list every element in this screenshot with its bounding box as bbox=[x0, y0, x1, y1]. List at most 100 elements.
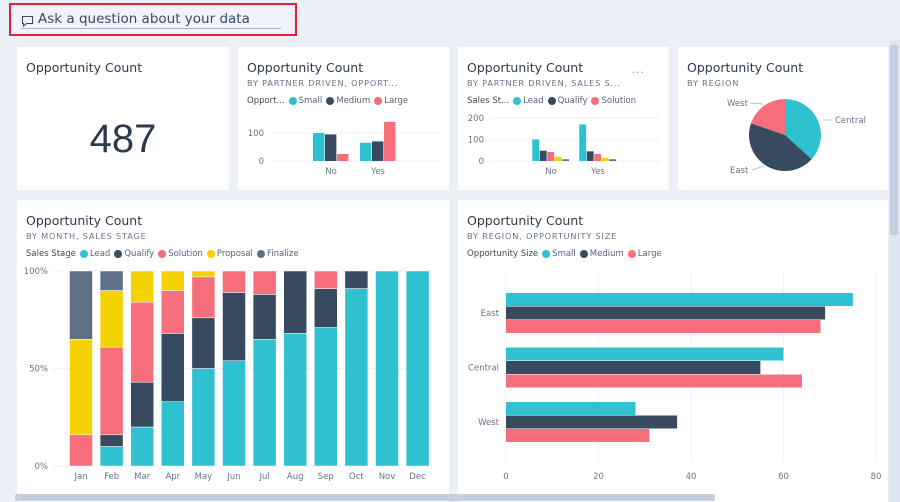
bar-solution-mar bbox=[130, 301, 154, 383]
y-tick-label: East bbox=[481, 309, 500, 319]
x-tick-label: Mar bbox=[134, 472, 151, 482]
bar-qualify-aug bbox=[283, 270, 307, 334]
x-tick-label: Aug bbox=[287, 472, 304, 482]
tile-title: Opportunity Count bbox=[467, 60, 584, 75]
bar-lead-dec bbox=[405, 270, 430, 467]
legend-item-solution[interactable]: Solution bbox=[158, 249, 203, 259]
bar-lead-may bbox=[191, 368, 216, 467]
bar-solution-yes bbox=[594, 153, 602, 161]
legend-item-qualify[interactable]: Qualify bbox=[114, 249, 154, 259]
legend-title: Opportunity Size bbox=[467, 249, 539, 259]
legend-item-medium[interactable]: Medium bbox=[579, 249, 624, 259]
pie-label-west: West bbox=[727, 99, 749, 109]
kpi-value: 487 bbox=[89, 117, 157, 161]
x-tick-label: Sep bbox=[318, 472, 334, 482]
tile-region-pie[interactable]: Opportunity Count BY REGION Central East W… bbox=[678, 47, 888, 190]
tile-title: Opportunity Count bbox=[467, 213, 584, 228]
x-tick-label: 0 bbox=[503, 472, 508, 482]
bar-proposal-jan bbox=[69, 339, 93, 436]
legend-item-proposal[interactable]: Proposal bbox=[206, 249, 253, 259]
legend-swatch bbox=[326, 97, 335, 105]
qa-search-box[interactable]: Ask a question about your data bbox=[9, 3, 297, 36]
legend: Opport... Small Medium Large bbox=[247, 96, 408, 106]
x-tick-label: No bbox=[325, 167, 337, 177]
legend-label: Medium bbox=[336, 96, 371, 106]
legend-item-medium[interactable]: Medium bbox=[326, 96, 370, 106]
x-tick-label: 20 bbox=[593, 472, 604, 482]
tile-title: Opportunity Count bbox=[26, 60, 143, 75]
legend-item-solution[interactable]: Solution bbox=[591, 96, 636, 106]
bar-medium-no bbox=[325, 134, 337, 161]
bar-small-no bbox=[313, 133, 325, 161]
leader-line bbox=[751, 165, 765, 171]
bar-qualify-mar bbox=[130, 381, 154, 428]
legend-item-large[interactable]: Large bbox=[374, 96, 408, 106]
y-tick-label: 100 bbox=[468, 136, 484, 146]
legend-item-qualify[interactable]: Qualify bbox=[547, 96, 587, 106]
legend: Opportunity Size Small Medium Large bbox=[467, 249, 662, 259]
vertical-scrollbar-track[interactable] bbox=[889, 40, 900, 502]
x-tick-label: Feb bbox=[104, 472, 119, 482]
legend-swatch bbox=[579, 250, 588, 258]
legend-label: Solution bbox=[601, 96, 637, 106]
tile-subtitle: BY REGION, OPPORTUNITY SIZE bbox=[467, 231, 618, 241]
legend-item-small[interactable]: Small bbox=[542, 249, 576, 259]
tile-kpi[interactable]: Opportunity Count 487 bbox=[17, 47, 229, 190]
bar-solution-jul bbox=[252, 270, 277, 295]
bar-lead-no bbox=[532, 139, 540, 161]
tile-partner-stage[interactable]: Opportunity Count ... BY PARTNER DRIVEN,… bbox=[458, 47, 669, 190]
legend-item-lead[interactable]: Lead bbox=[79, 249, 110, 259]
bar-medium-west bbox=[506, 415, 678, 429]
bar-large-yes bbox=[384, 121, 396, 161]
pie-label-central: Central bbox=[835, 116, 866, 126]
legend-item-finalize[interactable]: Finalize bbox=[256, 249, 299, 259]
bar-proposal-feb bbox=[99, 290, 124, 348]
partner-size-chart: 0 100 No Yes bbox=[248, 121, 440, 177]
legend-item-small[interactable]: Small bbox=[288, 96, 323, 106]
tile-month-stage[interactable]: Opportunity Count BY MONTH, SALES STAGE … bbox=[17, 200, 449, 502]
horizontal-scrollbar-thumb[interactable] bbox=[15, 494, 715, 501]
legend-swatch bbox=[158, 250, 167, 258]
bar-small-west bbox=[506, 402, 636, 415]
legend-item-lead[interactable]: Lead bbox=[513, 96, 544, 106]
legend-swatch bbox=[591, 97, 600, 105]
qa-underline bbox=[21, 28, 281, 29]
legend-swatch bbox=[542, 250, 551, 258]
x-tick-label: 80 bbox=[871, 472, 882, 482]
bar-solution-jan bbox=[69, 434, 93, 467]
legend: Sales St... Lead Qualify Solution bbox=[467, 96, 636, 106]
bar-qualify-yes bbox=[586, 151, 594, 161]
tile-subtitle: BY REGION bbox=[687, 78, 740, 88]
bar-medium-central bbox=[506, 361, 761, 374]
bar-finalize-yes bbox=[609, 159, 617, 161]
qa-placeholder: Ask a question about your data bbox=[38, 11, 250, 27]
y-tick-label: 0 bbox=[479, 157, 484, 167]
legend-title: Sales St... bbox=[467, 96, 510, 106]
legend-item-large[interactable]: Large bbox=[627, 249, 662, 259]
vertical-scrollbar-thumb[interactable] bbox=[890, 45, 898, 235]
legend-swatch bbox=[206, 250, 215, 258]
legend-swatch bbox=[513, 97, 522, 105]
bar-lead-apr bbox=[161, 401, 185, 467]
legend-label: Small bbox=[298, 96, 323, 106]
bar-lead-nov bbox=[375, 270, 399, 467]
bar-qualify-no bbox=[539, 150, 547, 161]
x-tick-label: Oct bbox=[349, 472, 364, 482]
bar-qualify-sep bbox=[314, 288, 338, 328]
bar-small-yes bbox=[360, 142, 372, 161]
bar-qualify-may bbox=[191, 317, 216, 369]
legend-swatch bbox=[114, 250, 123, 258]
legend-swatch bbox=[256, 250, 265, 258]
legend-label: Finalize bbox=[266, 249, 299, 259]
region-size-chart: 0 20 40 60 80 East Central West bbox=[468, 271, 882, 482]
tile-partner-size[interactable]: Opportunity Count BY PARTNER DRIVEN, OPP… bbox=[238, 47, 449, 190]
y-tick-label: 100% bbox=[24, 267, 48, 277]
more-options-button[interactable]: ... bbox=[631, 63, 645, 76]
pie-slice-east bbox=[749, 123, 812, 171]
bar-small-east bbox=[506, 293, 853, 306]
x-tick-label: 60 bbox=[778, 472, 789, 482]
tile-region-size[interactable]: Opportunity Count BY REGION, OPPORTUNITY… bbox=[458, 200, 888, 502]
y-tick-label: Central bbox=[468, 364, 499, 374]
bar-large-no bbox=[337, 154, 349, 161]
bar-qualify-feb bbox=[99, 434, 124, 447]
